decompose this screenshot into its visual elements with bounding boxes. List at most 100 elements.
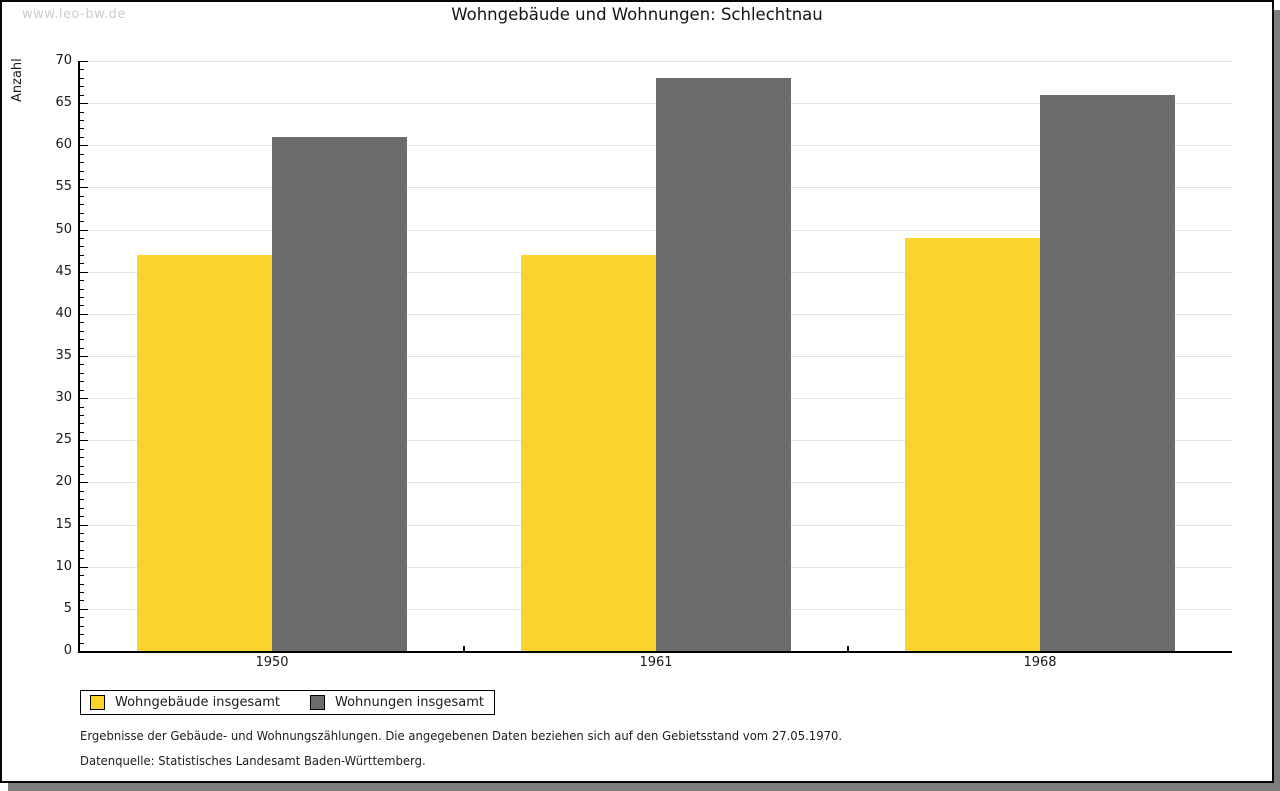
y-major-tick-70 <box>80 61 88 62</box>
y-major-tick-65 <box>80 103 88 104</box>
y-minor-tick-42 <box>80 297 84 298</box>
y-major-tick-10 <box>80 567 88 568</box>
y-minor-tick-43 <box>80 289 84 290</box>
y-axis-label-70: 70 <box>55 53 72 68</box>
y-minor-tick-16 <box>80 516 84 517</box>
y-major-tick-50 <box>80 230 88 231</box>
y-minor-tick-31 <box>80 390 84 391</box>
y-minor-tick-56 <box>80 179 84 180</box>
legend-swatch-wohnungen <box>310 695 325 710</box>
y-major-tick-20 <box>80 482 88 483</box>
y-axis-label-60: 60 <box>55 137 72 152</box>
y-minor-tick-29 <box>80 407 84 408</box>
y-minor-tick-3 <box>80 626 84 627</box>
y-minor-tick-26 <box>80 432 84 433</box>
y-axis-label-15: 15 <box>55 517 72 532</box>
y-minor-tick-69 <box>80 69 84 70</box>
y-major-tick-30 <box>80 398 88 399</box>
legend-label-wohnungen: Wohnungen insgesamt <box>335 695 484 710</box>
y-major-tick-55 <box>80 187 88 188</box>
y-minor-tick-47 <box>80 255 84 256</box>
legend: Wohngebäude insgesamt Wohnungen insgesam… <box>80 690 495 715</box>
y-major-tick-25 <box>80 440 88 441</box>
y-minor-tick-52 <box>80 213 84 214</box>
y-axis-label-30: 30 <box>55 390 72 405</box>
y-minor-tick-27 <box>80 423 84 424</box>
x-axis-label-1968: 1968 <box>1023 655 1057 670</box>
y-minor-tick-63 <box>80 120 84 121</box>
chart-title: Wohngebäude und Wohnungen: Schlechtnau <box>451 5 823 24</box>
y-axis-label-10: 10 <box>55 559 72 574</box>
y-minor-tick-32 <box>80 381 84 382</box>
x-boundary-tick-2 <box>847 646 849 651</box>
y-minor-tick-4 <box>80 617 84 618</box>
legend-swatch-wohngebaeude <box>90 695 105 710</box>
y-minor-tick-33 <box>80 373 84 374</box>
y-axis-label-65: 65 <box>55 95 72 110</box>
y-major-tick-60 <box>80 145 88 146</box>
x-boundary-tick-1 <box>463 646 465 651</box>
y-axis-label-25: 25 <box>55 432 72 447</box>
y-minor-tick-46 <box>80 263 84 264</box>
y-minor-tick-67 <box>80 86 84 87</box>
y-minor-tick-44 <box>80 280 84 281</box>
y-axis-label-50: 50 <box>55 222 72 237</box>
y-axis-label-45: 45 <box>55 264 72 279</box>
y-minor-tick-34 <box>80 364 84 365</box>
y-minor-tick-7 <box>80 592 84 593</box>
y-minor-tick-23 <box>80 457 84 458</box>
bar-wohngeb-ude-insgesamt-1968 <box>905 238 1040 651</box>
x-axis-label-1950: 1950 <box>255 655 289 670</box>
y-major-tick-35 <box>80 356 88 357</box>
y-minor-tick-57 <box>80 171 84 172</box>
y-minor-tick-39 <box>80 322 84 323</box>
bar-wohnungen-insgesamt-1950 <box>272 137 407 651</box>
y-minor-tick-38 <box>80 331 84 332</box>
legend-item-wohnungen: Wohnungen insgesamt <box>310 695 484 710</box>
y-major-tick-40 <box>80 314 88 315</box>
footnote-line-2: Datenquelle: Statistisches Landesamt Bad… <box>80 753 426 768</box>
y-axis-label-35: 35 <box>55 348 72 363</box>
y-axis-label-40: 40 <box>55 306 72 321</box>
bar-wohngeb-ude-insgesamt-1950 <box>137 255 272 651</box>
y-minor-tick-53 <box>80 204 84 205</box>
y-minor-tick-62 <box>80 128 84 129</box>
y-minor-tick-61 <box>80 137 84 138</box>
y-axis-label-55: 55 <box>55 179 72 194</box>
y-minor-tick-64 <box>80 112 84 113</box>
y-major-tick-5 <box>80 609 88 610</box>
y-minor-tick-6 <box>80 600 84 601</box>
y-minor-tick-9 <box>80 575 84 576</box>
y-axis-label-20: 20 <box>55 474 72 489</box>
y-axis-label-0: 0 <box>63 643 72 658</box>
watermark: www.leo-bw.de <box>22 7 126 22</box>
plot-area: 1950 1961 1968 0 5 10 15 20 25 30 35 40 45 50 55 60 65 70 <box>55 54 1232 670</box>
gridline-y-70 <box>80 61 1232 62</box>
y-minor-tick-37 <box>80 339 84 340</box>
y-minor-tick-18 <box>80 499 84 500</box>
y-minor-tick-2 <box>80 634 84 635</box>
y-major-tick-15 <box>80 525 88 526</box>
y-minor-tick-12 <box>80 550 84 551</box>
y-minor-tick-17 <box>80 508 84 509</box>
y-axis-label-5: 5 <box>63 601 72 616</box>
legend-item-wohngebaeude: Wohngebäude insgesamt <box>90 695 280 710</box>
y-minor-tick-58 <box>80 162 84 163</box>
y-minor-tick-49 <box>80 238 84 239</box>
y-axis-title: Anzahl <box>10 58 25 102</box>
y-minor-tick-8 <box>80 584 84 585</box>
y-minor-tick-24 <box>80 449 84 450</box>
y-minor-tick-28 <box>80 415 84 416</box>
y-minor-tick-68 <box>80 78 84 79</box>
y-minor-tick-59 <box>80 154 84 155</box>
bar-wohngeb-ude-insgesamt-1961 <box>521 255 656 651</box>
y-minor-tick-19 <box>80 491 84 492</box>
y-minor-tick-1 <box>80 643 84 644</box>
bar-wohnungen-insgesamt-1961 <box>656 78 791 651</box>
y-minor-tick-41 <box>80 305 84 306</box>
y-minor-tick-54 <box>80 196 84 197</box>
y-minor-tick-66 <box>80 95 84 96</box>
y-minor-tick-36 <box>80 348 84 349</box>
y-minor-tick-22 <box>80 466 84 467</box>
